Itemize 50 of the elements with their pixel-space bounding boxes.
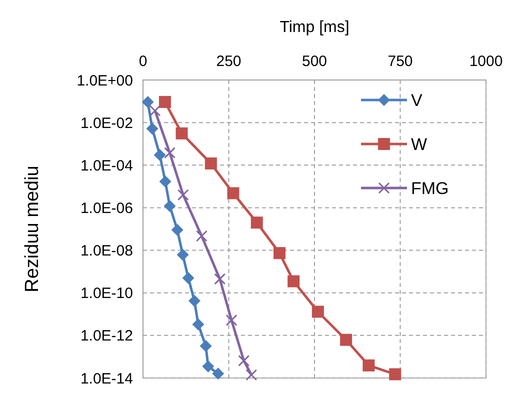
legend-label: FMG bbox=[411, 178, 449, 198]
point bbox=[214, 273, 226, 285]
x-tick-label: 500 bbox=[302, 53, 328, 70]
point bbox=[238, 354, 250, 366]
point bbox=[176, 248, 189, 261]
point bbox=[312, 306, 324, 318]
point bbox=[340, 334, 352, 346]
point bbox=[164, 147, 176, 159]
x-tick-label: 750 bbox=[388, 53, 413, 70]
point bbox=[226, 314, 238, 326]
point bbox=[177, 189, 189, 201]
x-tick-label: 1000 bbox=[469, 53, 503, 70]
point bbox=[246, 369, 258, 381]
point bbox=[204, 157, 217, 170]
point bbox=[200, 340, 212, 352]
point bbox=[164, 200, 176, 212]
y-tick-label: 1.0E-04 bbox=[80, 157, 133, 174]
y-tick-label: 1.0E-14 bbox=[80, 370, 133, 388]
point bbox=[171, 224, 184, 236]
point bbox=[188, 294, 200, 307]
point bbox=[154, 148, 166, 161]
y-tick-label: 1.0E+00 bbox=[76, 72, 133, 90]
y-tick-label: 1.0E-10 bbox=[80, 285, 133, 302]
point bbox=[142, 96, 154, 108]
point bbox=[146, 122, 158, 135]
point bbox=[274, 247, 286, 260]
y-tick-label: 1.0E-06 bbox=[80, 200, 133, 217]
point bbox=[227, 187, 240, 200]
y-axis-title: Reziduu mediu bbox=[22, 166, 43, 292]
y-tick-label: 1.0E-02 bbox=[80, 114, 133, 132]
y-tick-label: 1.0E-12 bbox=[80, 328, 133, 345]
y-tick-label: 1.0E-08 bbox=[80, 242, 133, 260]
point bbox=[212, 368, 224, 380]
point bbox=[250, 216, 263, 229]
legend-label: V bbox=[411, 90, 423, 110]
legend-label: W bbox=[411, 134, 428, 154]
point bbox=[389, 368, 402, 380]
point bbox=[196, 230, 208, 242]
x-tick-label: 250 bbox=[216, 53, 242, 70]
point bbox=[182, 272, 194, 284]
point bbox=[192, 318, 204, 330]
point bbox=[149, 104, 161, 116]
point bbox=[176, 127, 188, 140]
point bbox=[202, 360, 214, 372]
point bbox=[288, 275, 300, 288]
point bbox=[158, 96, 171, 108]
x-tick-label: 0 bbox=[138, 53, 148, 70]
point bbox=[159, 176, 172, 188]
x-axis-title: Timp [ms] bbox=[280, 19, 350, 36]
point bbox=[362, 359, 375, 372]
